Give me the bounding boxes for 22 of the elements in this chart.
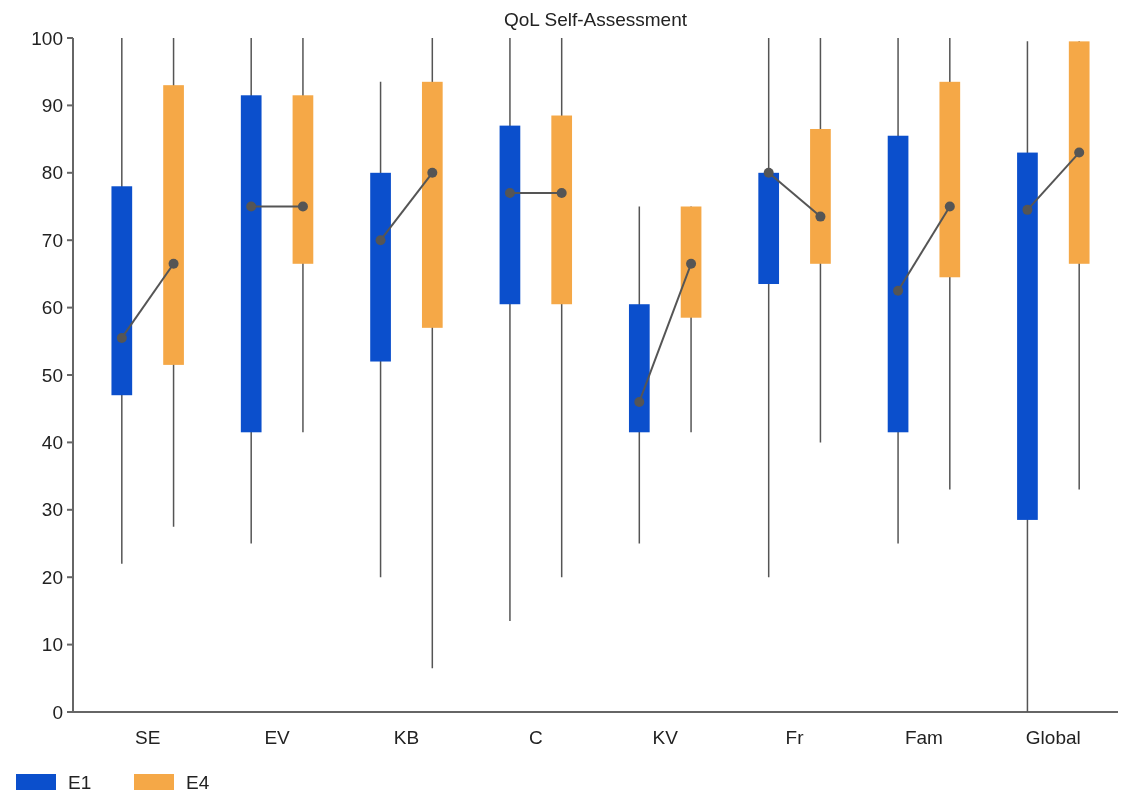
- x-tick-label: Global: [1025, 727, 1081, 748]
- x-tick-label: KV: [652, 727, 679, 748]
- y-tick-label: 80: [41, 162, 63, 184]
- y-tick-label: 10: [41, 634, 63, 656]
- y-tick-label: 20: [41, 566, 63, 588]
- y-tick-label: 30: [41, 499, 63, 521]
- y-tick-label: 70: [41, 229, 63, 251]
- y-tick-label: 40: [41, 432, 63, 454]
- y-tick-label: 50: [41, 364, 63, 386]
- x-tick-label: C: [528, 727, 543, 748]
- legend-label: E1: [68, 771, 92, 793]
- legend-label: E4: [186, 771, 210, 793]
- y-tick-label: 0: [52, 701, 63, 723]
- y-tick-label: 100: [31, 27, 63, 49]
- x-tick-label: KB: [393, 727, 420, 748]
- x-tick-label: Fam: [904, 727, 943, 748]
- y-tick-label: 90: [41, 95, 63, 117]
- chart-title: QoL Self-Assessment: [503, 9, 688, 30]
- x-tick-label: SE: [135, 727, 161, 748]
- x-tick-label: Fr: [785, 727, 805, 748]
- y-tick-label: 60: [41, 297, 63, 319]
- x-tick-label: EV: [264, 727, 291, 748]
